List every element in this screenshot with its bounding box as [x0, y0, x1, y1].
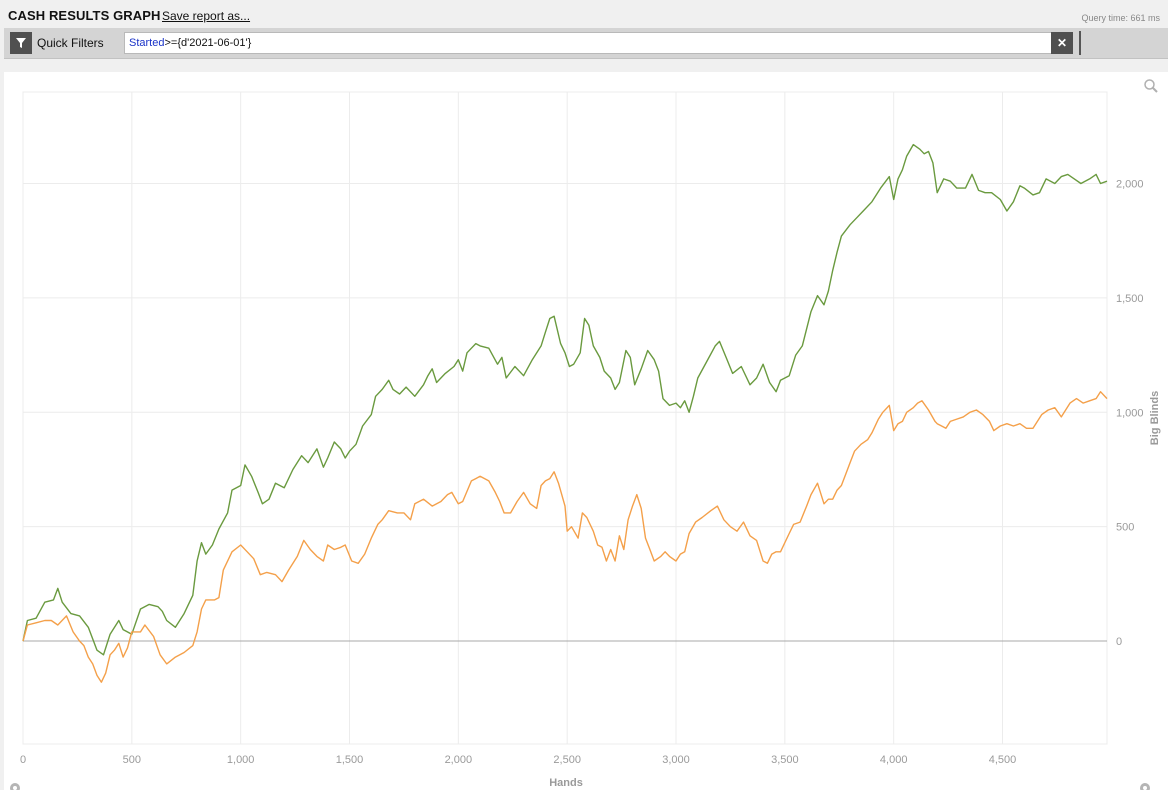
- results-chart: 0 500 1,000 1,500 2,000 2,500 3,000 3,500 4,000 4…: [10, 91, 1161, 790]
- zoom-icon[interactable]: [1143, 78, 1159, 94]
- series-layer: [22, 143, 1108, 683]
- y-tick-label: 0: [1116, 636, 1122, 648]
- filter-expression-input[interactable]: Started>={d'2021-06-01'}: [124, 32, 1052, 54]
- funnel-icon: [16, 38, 26, 48]
- toolbar-divider: [1079, 31, 1081, 55]
- y-tick-label: 1,500: [1116, 293, 1144, 305]
- x-tick-label: 3,000: [662, 754, 690, 766]
- x-tick-labels: 0 500 1,000 1,500 2,000 2,500 3,000 3,500 4,000 4…: [20, 754, 1016, 766]
- x-tick-label: 1,000: [227, 754, 255, 766]
- series-line-2: [22, 391, 1108, 683]
- gear-icon[interactable]: [1140, 783, 1150, 790]
- report-header: CASH RESULTS GRAPH Save report as... Que…: [0, 0, 1168, 28]
- save-report-link[interactable]: Save report as...: [162, 9, 251, 23]
- grid-layer: [22, 91, 1108, 745]
- clear-filter-button[interactable]: ✕: [1051, 32, 1073, 54]
- query-time-label: Query time: 661 ms: [1081, 13, 1160, 23]
- plot-border: [22, 91, 1108, 745]
- x-tick-label: 1,500: [336, 754, 364, 766]
- filter-expression: >={d'2021-06-01'}: [164, 37, 252, 49]
- gear-icon[interactable]: [10, 783, 20, 790]
- x-tick-label: 4,500: [989, 754, 1017, 766]
- x-tick-label: 0: [20, 754, 26, 766]
- x-tick-label: 3,500: [771, 754, 799, 766]
- x-tick-label: 2,500: [553, 754, 581, 766]
- filter-button[interactable]: [10, 32, 32, 54]
- close-icon: ✕: [1056, 36, 1068, 50]
- series-line-1: [22, 143, 1108, 656]
- x-tick-label: 500: [123, 754, 141, 766]
- chart-panel: 0 500 1,000 1,500 2,000 2,500 3,000 3,500 4,000 4…: [4, 72, 1168, 790]
- quick-filters-label: Quick Filters: [37, 36, 104, 50]
- x-axis-title: Hands: [549, 777, 583, 789]
- y-tick-label: 500: [1116, 522, 1134, 534]
- page-title: CASH RESULTS GRAPH: [8, 8, 161, 23]
- y-tick-labels: 0 500 1,000 1,500 2,000: [1116, 179, 1144, 649]
- y-axis-title: Big Blinds: [1149, 391, 1161, 445]
- x-tick-label: 4,000: [880, 754, 908, 766]
- x-tick-label: 2,000: [445, 754, 473, 766]
- y-tick-label: 2,000: [1116, 179, 1144, 191]
- filter-keyword: Started: [129, 37, 165, 49]
- quick-filter-bar: Quick Filters Started>={d'2021-06-01'} ✕: [4, 28, 1168, 59]
- y-tick-label: 1,000: [1116, 407, 1144, 419]
